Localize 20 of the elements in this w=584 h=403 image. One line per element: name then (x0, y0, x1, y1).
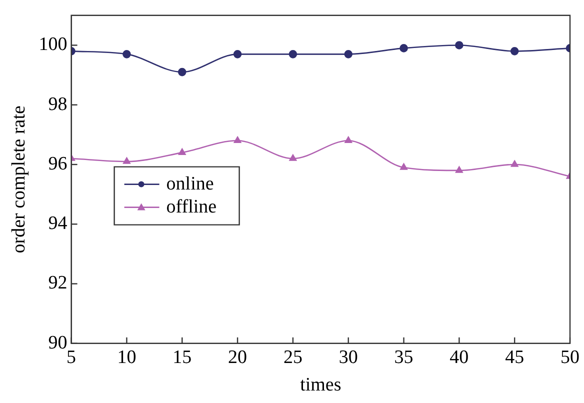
x-tick-label: 25 (283, 346, 302, 368)
y-tick-label: 98 (48, 94, 68, 115)
legend-label: online (166, 173, 214, 194)
y-tick-label: 94 (48, 213, 68, 234)
x-axis-title: times (300, 374, 342, 396)
y-tick-label: 96 (48, 153, 68, 174)
x-tick-label: 35 (394, 346, 414, 368)
x-tick-label: 20 (228, 346, 248, 368)
y-tick-label: 92 (48, 272, 68, 294)
y-tick-label: 100 (38, 34, 68, 56)
y-tick-label: 90 (48, 332, 68, 354)
x-tick-label: 40 (450, 346, 469, 368)
y-axis-title: order complete rate (8, 106, 30, 254)
x-tick-label: 45 (505, 346, 524, 368)
x-tick-label: 50 (560, 346, 580, 368)
x-tick-label: 10 (117, 346, 136, 368)
x-tick-label: 30 (338, 346, 358, 368)
legend-label: offline (166, 196, 217, 218)
x-tick-label: 15 (172, 346, 192, 368)
x-tick-label: 5 (66, 346, 76, 368)
